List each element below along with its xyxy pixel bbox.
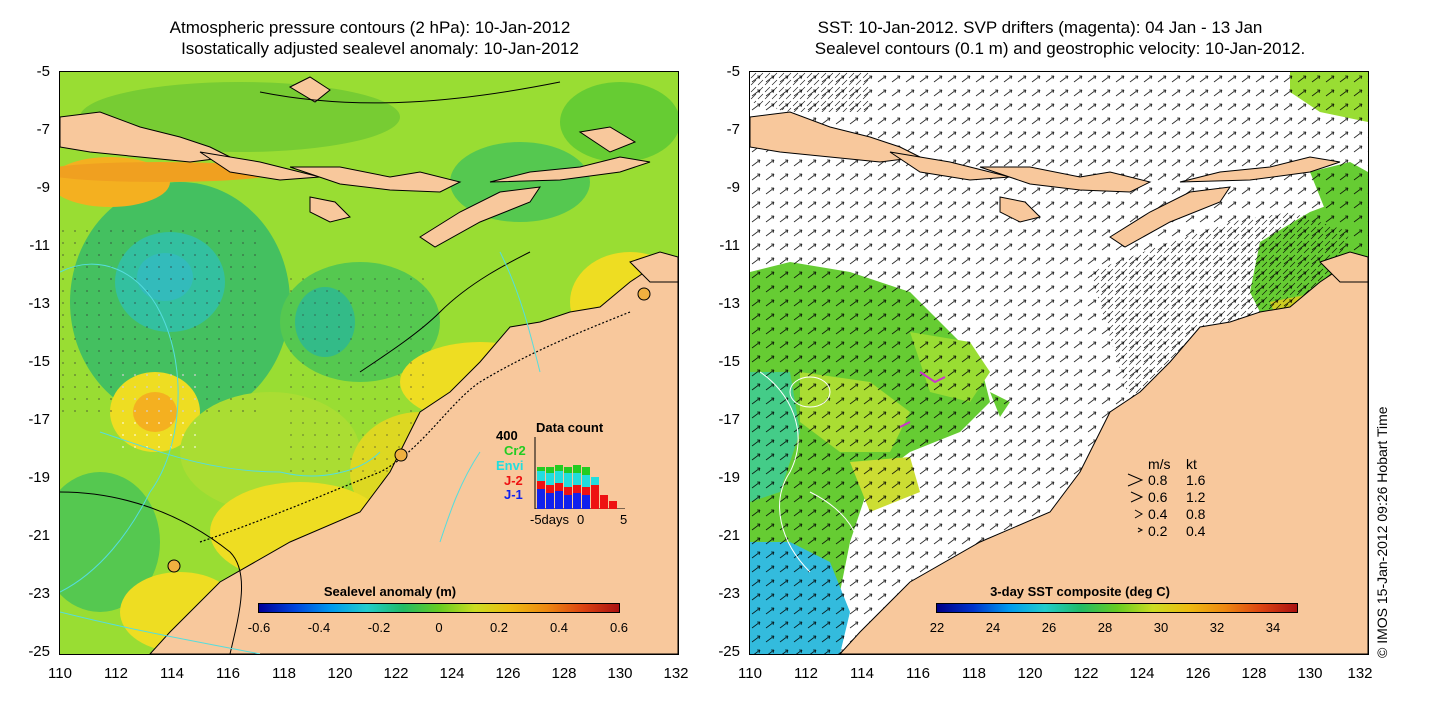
right-y-tick-0: -5	[726, 63, 740, 80]
right-y-tick-10: -25	[718, 643, 740, 660]
data-count-xlabel-mid: 0	[577, 512, 585, 527]
right-x-tick-7: 124	[1129, 665, 1155, 682]
left-colorbar-title: Sealevel anomaly (m)	[323, 584, 457, 599]
data-count-sat-cr2: Cr2	[504, 443, 526, 458]
left-map-graphic	[60, 72, 678, 654]
left-x-tick-10: 130	[607, 665, 633, 682]
right-colorbar-tick-4: 30	[1153, 620, 1169, 635]
left-y-tick-10: -25	[28, 643, 50, 660]
left-x-tick-7: 124	[439, 665, 465, 682]
left-x-tick-11: 132	[663, 665, 689, 682]
right-colorbar-tick-5: 32	[1209, 620, 1225, 635]
right-x-tick-0: 110	[738, 665, 762, 682]
left-x-tick-2: 114	[160, 665, 184, 682]
left-y-tick-5: -15	[28, 353, 50, 370]
left-colorbar-tick-0: -0.6	[247, 620, 271, 635]
speed-legend-row-0-ms: 0.8	[1148, 472, 1168, 488]
speed-legend-row-3-kt: 0.4	[1186, 523, 1206, 539]
right-colorbar-tick-3: 28	[1097, 620, 1113, 635]
right-y-tick-7: -19	[718, 469, 740, 486]
left-x-tick-9: 128	[551, 665, 577, 682]
right-x-tick-11: 132	[1347, 665, 1373, 682]
left-y-tick-0: -5	[36, 63, 50, 80]
speed-legend-row-1-kt: 1.2	[1186, 489, 1206, 505]
right-colorbar-tick-1: 24	[985, 620, 1001, 635]
right-y-tick-6: -17	[718, 411, 740, 428]
speed-legend-row-2-kt: 0.8	[1186, 506, 1206, 522]
speed-legend-row-3-ms: 0.2	[1148, 523, 1168, 539]
right-y-tick-3: -11	[719, 237, 740, 254]
right-x-tick-3: 116	[906, 665, 930, 682]
left-x-tick-8: 126	[495, 665, 521, 682]
speed-legend-header-ms: m/s	[1148, 456, 1171, 472]
right-y-tick-2: -9	[726, 179, 740, 196]
right-x-tick-10: 130	[1297, 665, 1323, 682]
right-x-tick-2: 114	[850, 665, 874, 682]
left-colorbar	[258, 603, 620, 613]
speed-legend-row-0-kt: 1.6	[1186, 472, 1206, 488]
right-x-tick-6: 122	[1073, 665, 1099, 682]
data-count-xlabel-left: -5days	[530, 512, 570, 527]
speed-legend-header-kt: kt	[1186, 456, 1197, 472]
right-x-tick-4: 118	[962, 665, 986, 682]
left-y-tick-6: -17	[28, 411, 50, 428]
left-x-tick-4: 118	[272, 665, 296, 682]
left-colorbar-tick-2: -0.2	[367, 620, 391, 635]
left-x-tick-6: 122	[383, 665, 409, 682]
right-y-tick-8: -21	[718, 527, 740, 544]
right-x-tick-1: 112	[794, 665, 818, 682]
right-map-graphic	[750, 72, 1368, 654]
left-title-line2: Isostatically adjusted sealevel anomaly:…	[181, 39, 579, 58]
left-y-tick-8: -21	[28, 527, 50, 544]
imos-credit: © IMOS 15-Jan-2012 09:26 Hobart Time	[1374, 406, 1390, 658]
data-count-title: Data count	[536, 420, 604, 435]
right-y-tick-1: -7	[726, 121, 740, 138]
data-count-xlabel-right: 5	[620, 512, 628, 527]
right-colorbar	[936, 603, 1298, 613]
right-x-tick-5: 120	[1017, 665, 1043, 682]
data-count-sat-j1: J-1	[504, 487, 523, 502]
left-y-tick-4: -13	[28, 295, 50, 312]
speed-legend-arrows	[1127, 473, 1144, 533]
left-y-tick-7: -19	[28, 469, 50, 486]
left-x-tick-0: 110	[48, 665, 72, 682]
right-colorbar-tick-6: 34	[1265, 620, 1281, 635]
left-x-tick-1: 112	[104, 665, 128, 682]
data-count-histogram	[534, 437, 625, 509]
left-x-tick-5: 120	[327, 665, 353, 682]
left-y-tick-1: -7	[36, 121, 50, 138]
left-y-tick-9: -23	[28, 585, 50, 602]
left-colorbar-tick-4: 0.2	[489, 620, 509, 635]
data-count-sat-j2: J-2	[504, 473, 523, 488]
data-count-sat-envi: Envi	[496, 458, 524, 473]
data-count-max-label: 400	[496, 428, 518, 443]
right-x-tick-8: 126	[1185, 665, 1211, 682]
right-y-tick-9: -23	[718, 585, 740, 602]
right-colorbar-tick-0: 22	[929, 620, 945, 635]
left-y-tick-2: -9	[36, 179, 50, 196]
left-colorbar-tick-6: 0.6	[609, 620, 629, 635]
right-colorbar-title: 3-day SST composite (deg C)	[990, 584, 1170, 599]
right-title-line1: SST: 10-Jan-2012. SVP drifters (magenta)…	[817, 18, 1263, 37]
left-map-sealevel-anomaly: Data count 400 Cr2 Envi J-2 J-1 -5days 0…	[60, 72, 678, 654]
left-y-tick-3: -11	[29, 237, 50, 254]
left-colorbar-tick-5: 0.4	[549, 620, 569, 635]
right-x-tick-9: 128	[1241, 665, 1267, 682]
right-map-sst: m/s kt 0.8 1.6 0.6 1.2 0.4 0.8 0.2 0.4 3…	[750, 72, 1368, 654]
speed-legend-row-2-ms: 0.4	[1148, 506, 1168, 522]
left-title-line1: Atmospheric pressure contours (2 hPa): 1…	[169, 18, 571, 37]
right-y-tick-4: -13	[718, 295, 740, 312]
right-colorbar-tick-2: 26	[1041, 620, 1057, 635]
left-x-tick-3: 116	[216, 665, 240, 682]
right-title-line2: Sealevel contours (0.1 m) and geostrophi…	[814, 39, 1306, 58]
right-y-tick-5: -15	[718, 353, 740, 370]
left-colorbar-tick-1: -0.4	[307, 620, 331, 635]
speed-legend-row-1-ms: 0.6	[1148, 489, 1168, 505]
left-colorbar-tick-3: 0	[435, 620, 443, 635]
